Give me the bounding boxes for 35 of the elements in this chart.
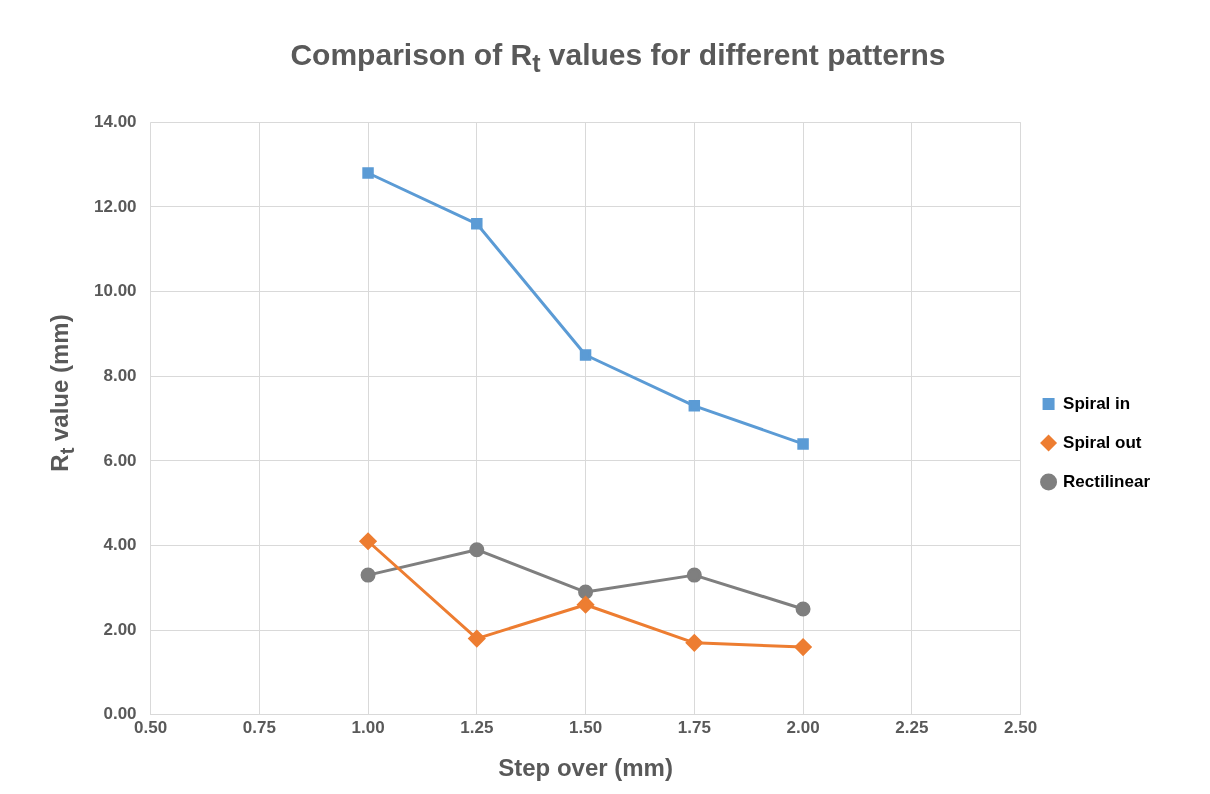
y-tick-label: 4.00	[103, 535, 137, 555]
x-tick-label: 2.25	[895, 717, 929, 737]
y-tick-label: 14.00	[93, 111, 137, 131]
y-tick-label: 6.00	[103, 450, 137, 470]
point	[359, 532, 377, 550]
legend-label: Spiral out	[1063, 432, 1142, 452]
point	[362, 167, 374, 179]
x-tick-label: 0.75	[242, 717, 276, 737]
x-tick-label: 2.00	[786, 717, 820, 737]
point	[469, 542, 485, 558]
point	[471, 218, 483, 230]
point	[688, 400, 701, 412]
point	[794, 638, 812, 656]
x-tick-label: 2.50	[1004, 717, 1038, 737]
y-tick-label: 10.00	[93, 281, 137, 301]
point	[797, 438, 809, 450]
y-tick-label: 12.00	[93, 196, 137, 216]
x-tick-label: 1.25	[460, 717, 494, 737]
x-tick-label: 1.75	[677, 717, 711, 737]
point	[686, 567, 702, 583]
y-tick-label: 2.00	[103, 619, 137, 639]
point	[360, 567, 376, 583]
legend-label: Spiral in	[1063, 393, 1131, 413]
x-tick-label: 1.50	[569, 717, 603, 737]
point	[685, 634, 703, 652]
point	[577, 596, 595, 614]
chart-title: Comparison of R$_{t}$ values for different patterns	[289, 38, 947, 78]
x-tick-label: 1.00	[351, 717, 385, 737]
point	[579, 349, 592, 361]
y-tick-label: 8.00	[103, 365, 137, 385]
x-axis-title: Step over (mm)	[498, 754, 673, 782]
point	[468, 630, 486, 648]
legend-label: Rectilinear	[1063, 471, 1151, 491]
point	[795, 601, 811, 617]
point	[578, 584, 594, 600]
